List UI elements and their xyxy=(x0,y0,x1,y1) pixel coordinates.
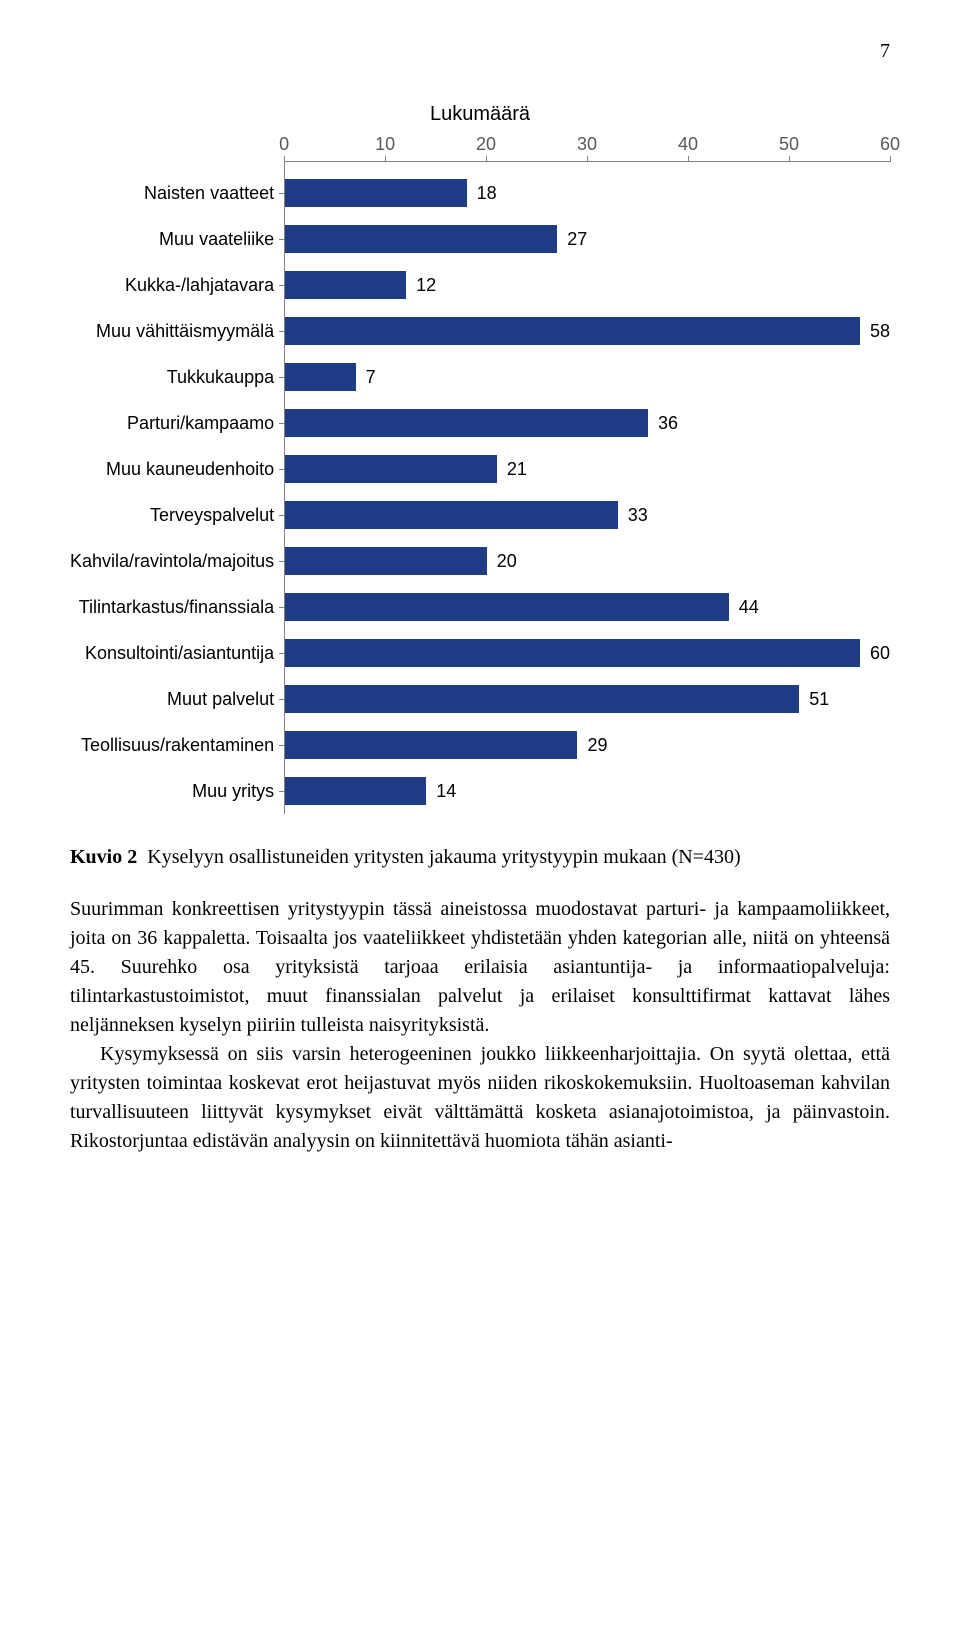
y-tick-mark xyxy=(279,653,285,654)
x-tick-mark xyxy=(890,156,891,162)
category-label: Muu vähittäismyymälä xyxy=(70,308,284,354)
bar-row: 60 xyxy=(285,630,890,676)
bar xyxy=(285,409,648,437)
bars-container: 18 27 12 58 7 36 21 33 20 44 60 51 29 14 xyxy=(284,162,890,814)
category-labels: Naisten vaatteetMuu vaateliikeKukka-/lah… xyxy=(70,134,284,814)
page-number: 7 xyxy=(70,40,890,63)
bar xyxy=(285,731,577,759)
x-tick-label: 50 xyxy=(779,134,799,155)
y-tick-mark xyxy=(279,699,285,700)
bar-value: 58 xyxy=(870,321,890,342)
y-tick-mark xyxy=(279,193,285,194)
bar-row: 36 xyxy=(285,400,890,446)
bar-value: 7 xyxy=(366,367,376,388)
bar-value: 12 xyxy=(416,275,436,296)
bar-value: 21 xyxy=(507,459,527,480)
bar-value: 14 xyxy=(436,781,456,802)
chart-body: Naisten vaatteetMuu vaateliikeKukka-/lah… xyxy=(70,134,890,814)
bar-row: 51 xyxy=(285,676,890,722)
bar xyxy=(285,593,729,621)
paragraph-2: Kysymyksessä on siis varsin heterogeenin… xyxy=(70,1040,890,1156)
y-tick-mark xyxy=(279,423,285,424)
bar-value: 27 xyxy=(567,229,587,250)
bar-value: 51 xyxy=(809,689,829,710)
bar xyxy=(285,777,426,805)
x-tick-label: 30 xyxy=(577,134,597,155)
bar-row: 14 xyxy=(285,768,890,814)
figure-caption: Kuvio 2 Kyselyyn osallistuneiden yrityst… xyxy=(70,844,890,871)
y-tick-mark xyxy=(279,515,285,516)
y-tick-mark xyxy=(279,561,285,562)
bar-row: 12 xyxy=(285,262,890,308)
x-tick-label: 40 xyxy=(678,134,698,155)
category-label: Kukka-/lahjatavara xyxy=(70,262,284,308)
bar-row: 33 xyxy=(285,492,890,538)
body-text: Suurimman konkreettisen yritystyypin täs… xyxy=(70,895,890,1156)
y-tick-mark xyxy=(279,745,285,746)
chart-title: Lukumäärä xyxy=(70,103,890,126)
bar-row: 29 xyxy=(285,722,890,768)
category-label: Teollisuus/rakentaminen xyxy=(70,722,284,768)
bar-value: 44 xyxy=(739,597,759,618)
bar xyxy=(285,455,497,483)
x-tick-label: 60 xyxy=(880,134,900,155)
bar-row: 44 xyxy=(285,584,890,630)
bar xyxy=(285,179,466,207)
caption-lead: Kuvio 2 xyxy=(70,846,137,868)
bar-row: 27 xyxy=(285,216,890,262)
bar xyxy=(285,225,557,253)
y-tick-mark xyxy=(279,377,285,378)
bar-value: 20 xyxy=(497,551,517,572)
x-tick-label: 20 xyxy=(476,134,496,155)
bar-value: 29 xyxy=(587,735,607,756)
category-label: Muu yritys xyxy=(70,768,284,814)
bar-value: 33 xyxy=(628,505,648,526)
bar xyxy=(285,547,487,575)
bar xyxy=(285,639,860,667)
category-label: Kahvila/ravintola/majoitus xyxy=(70,538,284,584)
bar-row: 7 xyxy=(285,354,890,400)
category-label: Naisten vaatteet xyxy=(70,170,284,216)
category-label: Konsultointi/asiantuntija xyxy=(70,630,284,676)
x-tick-label: 10 xyxy=(375,134,395,155)
y-tick-mark xyxy=(279,791,285,792)
caption-text: Kyselyyn osallistuneiden yritysten jakau… xyxy=(147,846,740,868)
bar xyxy=(285,501,618,529)
x-tick-label: 0 xyxy=(279,134,289,155)
y-tick-mark xyxy=(279,285,285,286)
category-label: Muu kauneudenhoito xyxy=(70,446,284,492)
bar xyxy=(285,685,799,713)
bar-row: 21 xyxy=(285,446,890,492)
category-label: Terveyspalvelut xyxy=(70,492,284,538)
category-label: Tukkukauppa xyxy=(70,354,284,400)
bar-chart: Lukumäärä Naisten vaatteetMuu vaateliike… xyxy=(70,103,890,814)
y-tick-mark xyxy=(279,607,285,608)
y-tick-mark xyxy=(279,331,285,332)
y-tick-mark xyxy=(279,469,285,470)
x-axis: 0102030405060 xyxy=(284,134,890,162)
bar-value: 18 xyxy=(477,183,497,204)
bar-row: 20 xyxy=(285,538,890,584)
category-label: Muut palvelut xyxy=(70,676,284,722)
paragraph-1: Suurimman konkreettisen yritystyypin täs… xyxy=(70,895,890,1040)
bar-value: 60 xyxy=(870,643,890,664)
bar xyxy=(285,317,860,345)
plot-area: 0102030405060 18271258736213320446051291… xyxy=(284,134,890,814)
bar xyxy=(285,363,356,391)
bar-row: 18 xyxy=(285,170,890,216)
bar xyxy=(285,271,406,299)
bar-row: 58 xyxy=(285,308,890,354)
category-label: Muu vaateliike xyxy=(70,216,284,262)
category-label: Tilintarkastus/finanssiala xyxy=(70,584,284,630)
category-label: Parturi/kampaamo xyxy=(70,400,284,446)
y-tick-mark xyxy=(279,239,285,240)
bar-value: 36 xyxy=(658,413,678,434)
